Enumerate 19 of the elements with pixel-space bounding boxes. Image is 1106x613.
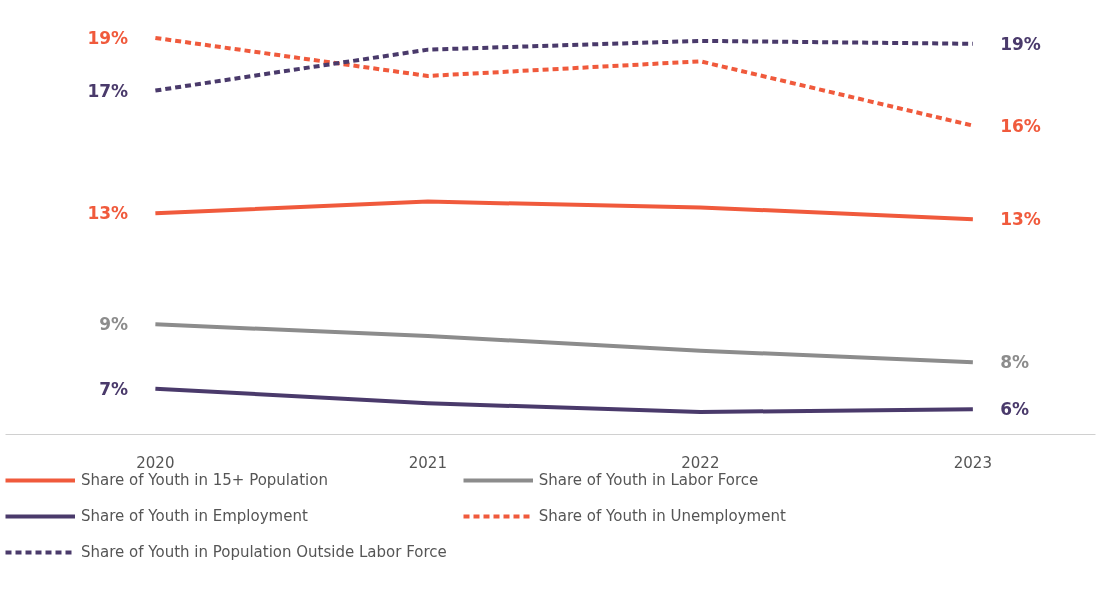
legend-label: Share of Youth in Labor Force xyxy=(538,471,759,489)
x-tick-label: 2021 xyxy=(408,453,447,472)
data-label: 16% xyxy=(1000,115,1041,136)
data-label: 9% xyxy=(99,314,129,335)
data-label: 19% xyxy=(1000,33,1041,54)
x-tick-label: 2023 xyxy=(953,453,992,472)
data-label: 7% xyxy=(99,378,129,399)
legend-label: Share of Youth in Employment xyxy=(81,507,308,525)
data-label: 17% xyxy=(87,80,129,101)
data-label: 13% xyxy=(87,203,129,224)
legend-label: Share of Youth in Population Outside Labor Force xyxy=(81,543,447,561)
legend-label: Share of Youth in Unemployment xyxy=(538,507,786,525)
x-tick-label: 2020 xyxy=(136,453,175,472)
data-label: 6% xyxy=(1000,399,1029,420)
x-tick-label: 2022 xyxy=(681,453,720,472)
data-label: 19% xyxy=(87,27,129,48)
data-label: 8% xyxy=(1000,352,1029,373)
legend-label: Share of Youth in 15+ Population xyxy=(81,471,328,489)
data-label: 13% xyxy=(1000,209,1041,230)
